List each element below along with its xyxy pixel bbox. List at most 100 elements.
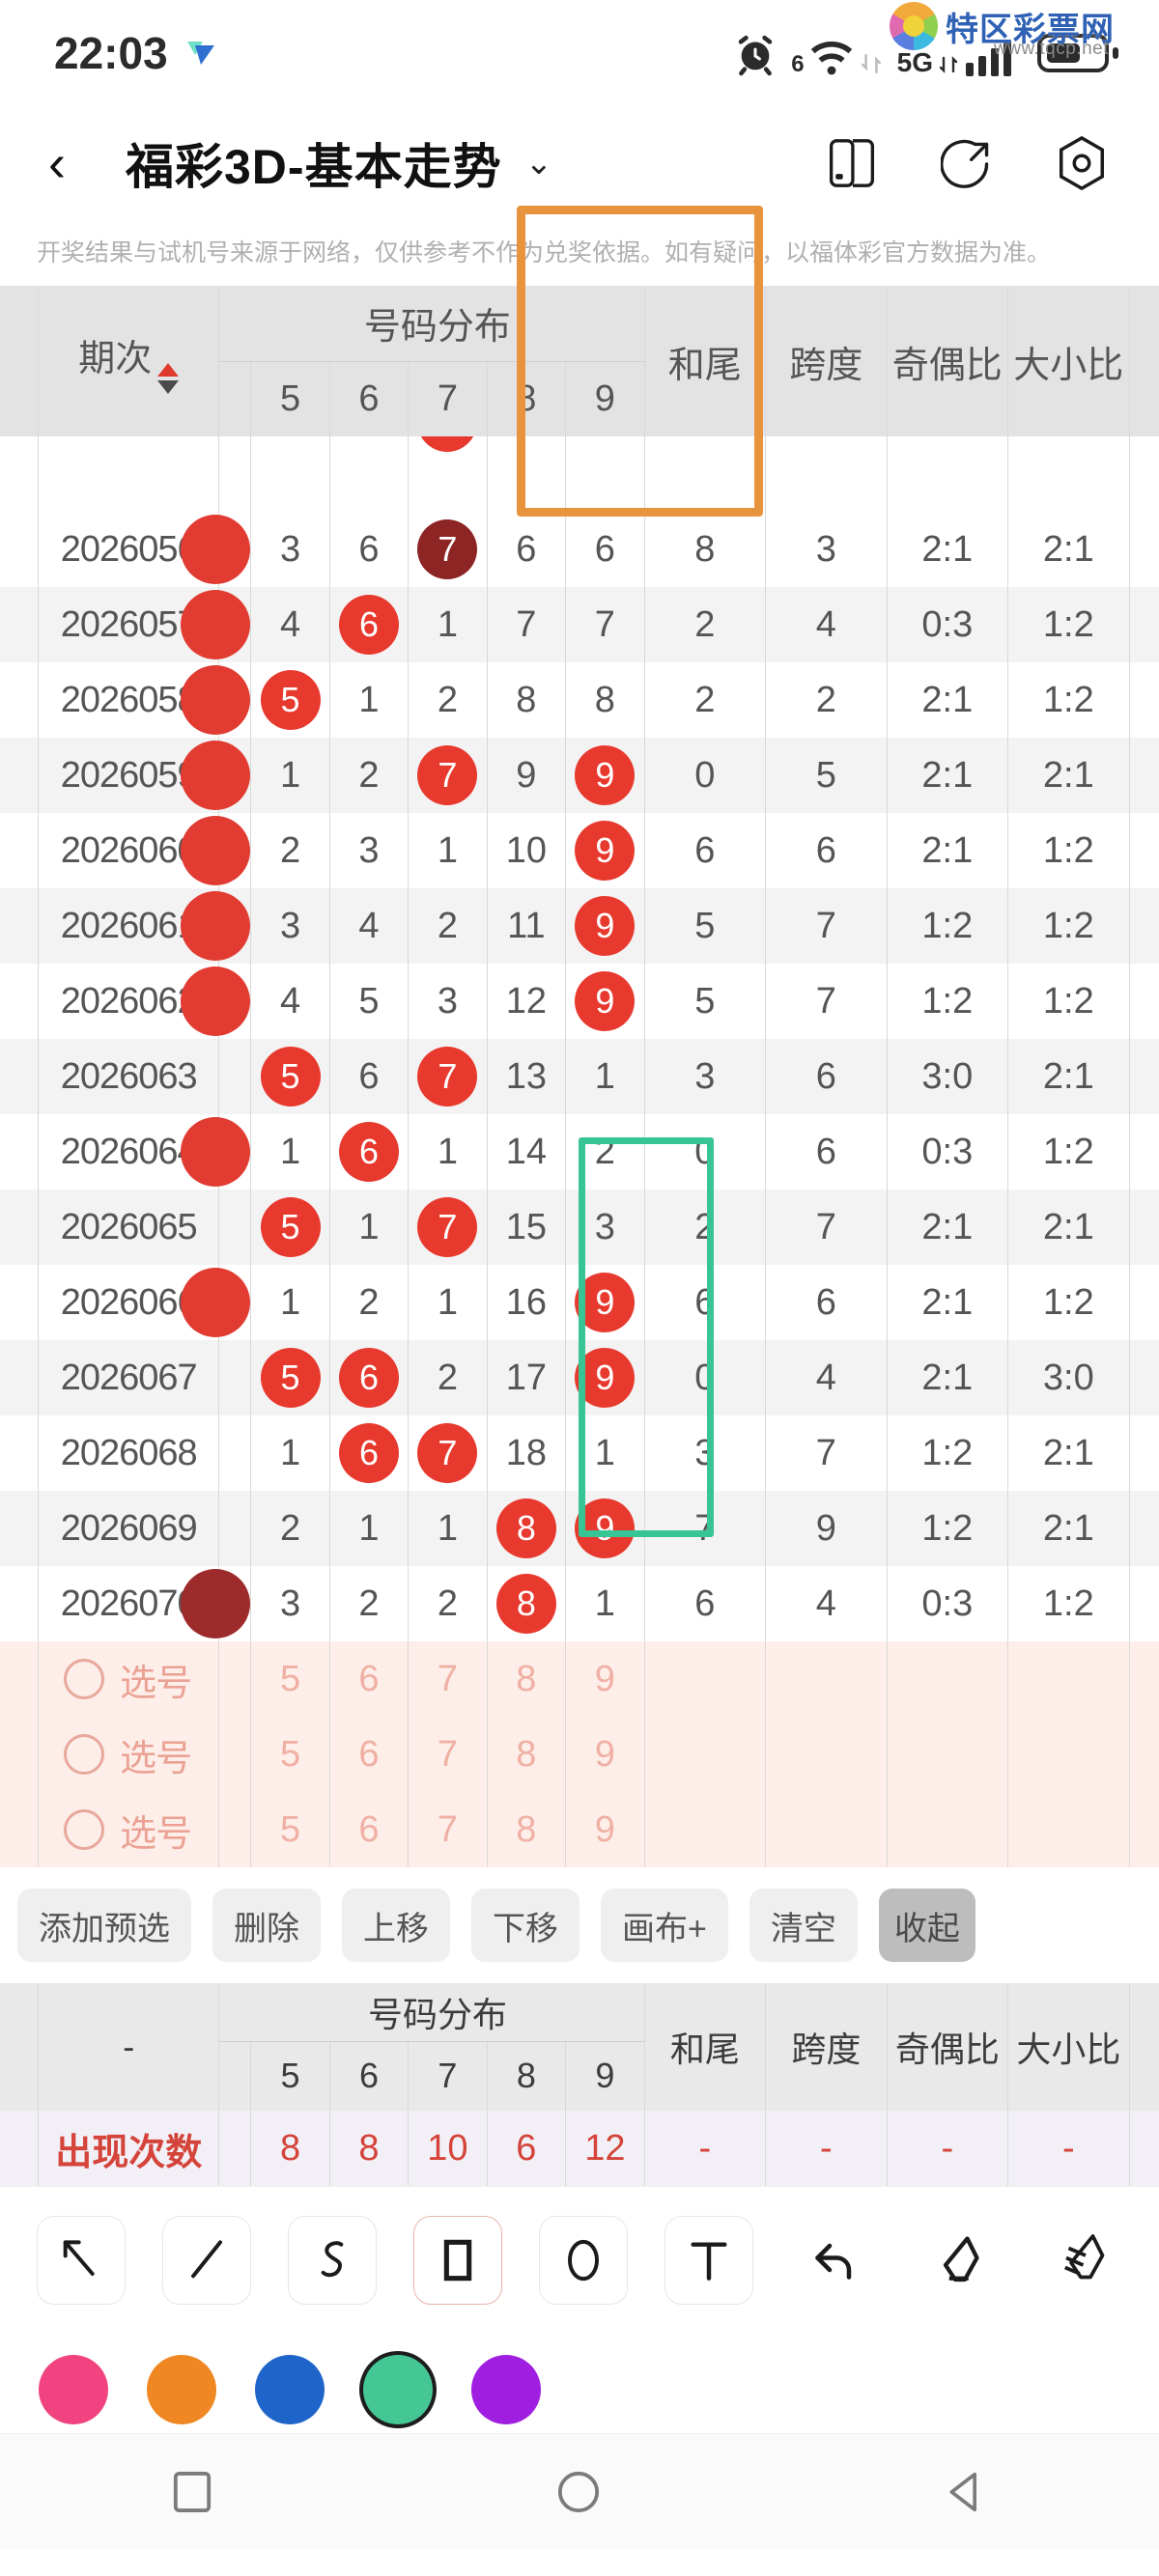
cell-number[interactable]: 7	[408, 738, 488, 813]
settings-hex-icon[interactable]	[1057, 135, 1107, 191]
table-row[interactable]: 2026063 5 6 7 13 1 3 6 3:0 2:1	[0, 1039, 1159, 1114]
pick-cell-number[interactable]: 6	[328, 1641, 409, 1717]
cell-number[interactable]: 1	[250, 1265, 330, 1340]
cell-number[interactable]: 7	[408, 1039, 488, 1114]
pick-cell-number[interactable]: 5	[250, 1641, 330, 1717]
number-ball[interactable]: 7	[417, 1047, 478, 1106]
table-row[interactable]: 2026068 1 6 7 18 1 3 7 1:2 2:1	[0, 1415, 1159, 1491]
cell-number[interactable]: 1	[250, 1114, 330, 1190]
cell-number[interactable]: 9	[565, 1265, 645, 1340]
number-ball[interactable]: 6	[338, 1423, 399, 1483]
trend-table-body[interactable]: 2026056 3 6 7 6 6 8 3 2:1 2:1 2026057 4 6 1 7 7 2 4 0:3 1:2…	[0, 436, 1159, 1867]
pick-cell-number[interactable]: 6	[328, 1792, 409, 1867]
column-header-hewei[interactable]: 和尾	[643, 286, 766, 436]
cell-number[interactable]: 1	[565, 1415, 645, 1491]
table-row[interactable]: 2026070 3 2 2 8 1 6 4 0:3 1:2	[0, 1566, 1159, 1641]
pick-radio-icon[interactable]	[64, 1659, 105, 1699]
pick-row-label-cell[interactable]: 选号	[38, 1717, 219, 1792]
cell-number[interactable]: 6	[565, 512, 645, 587]
cell-number[interactable]: 6	[328, 1039, 409, 1114]
number-ball[interactable]: 9	[575, 1498, 636, 1558]
pick-row-label-cell[interactable]: 选号	[38, 1792, 219, 1867]
cell-number[interactable]: 10	[486, 813, 566, 888]
pick-cell-number[interactable]: 9	[565, 1792, 645, 1867]
trend-table-wrapper[interactable]: 期次 号码分布 和尾 跨度 奇偶比 大小比 5 6 7 8 9 2026056 3…	[0, 206, 1159, 1867]
pick-action-button-row[interactable]: 添加预选 删除 上移 下移 画布+ 清空 收起	[0, 1867, 1159, 1983]
cell-number[interactable]: 3	[250, 1566, 330, 1641]
button-下移[interactable]: 下移	[471, 1889, 580, 1962]
number-ball[interactable]: 5	[260, 1348, 321, 1408]
subcolumn-header-9[interactable]: 9	[565, 361, 645, 436]
button-删除[interactable]: 删除	[212, 1889, 321, 1962]
share-icon[interactable]	[941, 136, 993, 190]
number-ball[interactable]: 6	[338, 1348, 399, 1408]
column-header-qici[interactable]: 期次	[38, 286, 219, 436]
cell-number[interactable]: 16	[486, 1265, 566, 1340]
number-ball[interactable]: 6	[338, 595, 399, 655]
table-row[interactable]: 2026067 5 6 2 17 9 0 4 2:1 3:0	[0, 1340, 1159, 1415]
drawing-toolbar[interactable]	[0, 2186, 1159, 2334]
table-row[interactable]: 2026066 1 2 1 16 9 6 6 2:1 1:2	[0, 1265, 1159, 1340]
cell-number[interactable]: 2	[408, 888, 488, 964]
table-row[interactable]: 2026065 5 1 7 15 3 2 7 2:1 2:1	[0, 1190, 1159, 1265]
subcolumn-header-6[interactable]: 6	[328, 361, 409, 436]
back-triangle-icon[interactable]	[945, 2470, 987, 2514]
cell-number[interactable]: 17	[486, 1340, 566, 1415]
cell-number[interactable]: 2	[408, 1566, 488, 1641]
cell-number[interactable]: 9	[565, 1491, 645, 1566]
cell-number[interactable]: 3	[250, 888, 330, 964]
eraser-icon[interactable]	[916, 2216, 1004, 2305]
number-ball[interactable]: 5	[260, 1047, 321, 1106]
cell-number[interactable]: 3	[328, 813, 409, 888]
cell-number[interactable]: 6	[328, 1340, 409, 1415]
cell-number[interactable]: 2	[328, 738, 409, 813]
pick-radio-icon[interactable]	[64, 1809, 105, 1850]
cell-number[interactable]: 13	[486, 1039, 566, 1114]
cell-number[interactable]: 8	[486, 1491, 566, 1566]
cell-number[interactable]: 1	[328, 1190, 409, 1265]
cell-number[interactable]: 7	[565, 587, 645, 662]
button-画布+[interactable]: 画布+	[601, 1889, 728, 1962]
pick-row[interactable]: 选号 5 6 7 8 9	[0, 1792, 1159, 1867]
cell-number[interactable]: 1	[328, 1491, 409, 1566]
cell-number[interactable]: 5	[250, 1190, 330, 1265]
home-circle-icon[interactable]	[556, 2470, 601, 2514]
page-split-icon[interactable]	[827, 136, 877, 190]
number-ball[interactable]: 9	[575, 821, 636, 881]
table-row[interactable]: 2026058 5 1 2 8 8 2 2 2:1 1:2	[0, 662, 1159, 738]
pick-cell-number[interactable]: 5	[250, 1792, 330, 1867]
cell-number[interactable]: 2	[408, 662, 488, 738]
android-nav-bar[interactable]	[0, 2433, 1159, 2549]
cell-number[interactable]: 9	[565, 813, 645, 888]
blue-swatch[interactable]	[255, 2355, 325, 2424]
cell-number[interactable]: 1	[565, 1566, 645, 1641]
cell-number[interactable]: 6	[328, 512, 409, 587]
subcolumn-header-8[interactable]: 8	[486, 361, 566, 436]
cell-number[interactable]: 1	[565, 1039, 645, 1114]
text-tool-icon[interactable]	[664, 2216, 753, 2305]
number-ball[interactable]: 9	[575, 1348, 636, 1408]
cell-number[interactable]: 4	[328, 888, 409, 964]
number-ball[interactable]: 8	[495, 1498, 556, 1558]
number-ball[interactable]: 9	[575, 1273, 636, 1332]
number-ball[interactable]: 9	[575, 971, 636, 1031]
cell-number[interactable]: 14	[486, 1114, 566, 1190]
cell-number[interactable]: 3	[250, 512, 330, 587]
chevron-down-icon[interactable]: ⌄	[524, 145, 553, 182]
cell-number[interactable]: 1	[408, 1114, 488, 1190]
cell-number[interactable]: 18	[486, 1415, 566, 1491]
cell-number[interactable]: 6	[328, 1415, 409, 1491]
curve-tool-icon[interactable]	[288, 2216, 377, 2305]
cell-number[interactable]: 9	[565, 1340, 645, 1415]
cell-number[interactable]: 9	[565, 964, 645, 1039]
cell-number[interactable]: 2	[408, 1340, 488, 1415]
cell-number[interactable]: 9	[565, 738, 645, 813]
cell-number[interactable]: 15	[486, 1190, 566, 1265]
undo-icon[interactable]	[790, 2216, 879, 2305]
pick-cell-number[interactable]: 6	[328, 1717, 409, 1792]
cell-number[interactable]: 1	[250, 738, 330, 813]
number-ball[interactable]: 5	[260, 670, 321, 730]
cell-number[interactable]: 1	[408, 813, 488, 888]
number-ball[interactable]: 5	[260, 1197, 321, 1257]
cell-number[interactable]: 11	[486, 888, 566, 964]
